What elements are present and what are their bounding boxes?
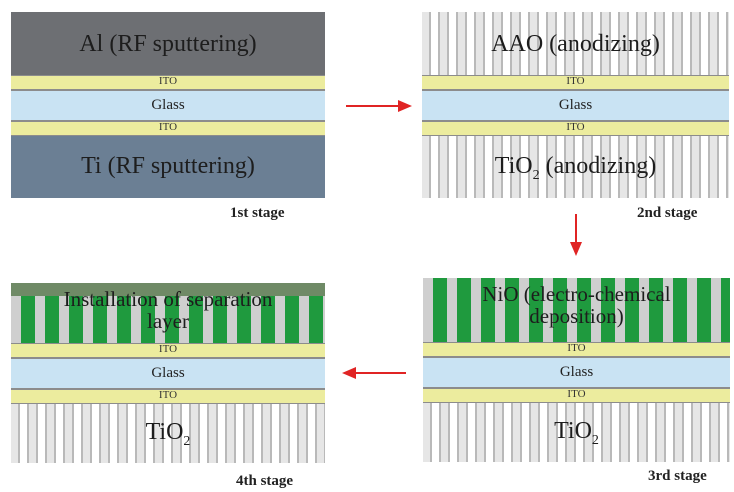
ito-top-layer: ITO: [11, 343, 325, 358]
stage3-panel: NiO (electro-chemical deposition) ITO Gl…: [423, 278, 730, 462]
tio2-layer: TiO2 (anodizing): [422, 136, 729, 198]
nio-layer-label: NiO (electro-chemical deposition): [423, 283, 730, 327]
glass-layer: Glass: [423, 357, 730, 388]
ito-top-layer: ITO: [422, 75, 729, 90]
aao-layer: AAO (anodizing): [422, 12, 729, 75]
ito-bottom-label: ITO: [158, 121, 178, 133]
stage1-caption: 1st stage: [230, 205, 285, 221]
stage3-caption: 3rd stage: [648, 468, 707, 484]
tio2-rest: (anodizing): [539, 153, 657, 179]
tio2-subscript: 2: [591, 432, 599, 448]
nio-label-line2: deposition): [529, 304, 624, 329]
ito-top-label: ITO: [566, 75, 585, 87]
separation-layer: Installation of separation layer: [11, 283, 325, 343]
tio2-layer-label: TiO2 (anodizing): [422, 154, 729, 183]
al-layer: Al (RF sputtering): [11, 12, 325, 75]
ito-top-label: ITO: [158, 343, 178, 355]
separation-cap: [11, 283, 325, 296]
tio2-layer-label: TiO2: [11, 420, 325, 449]
tio2-layer-label: TiO2: [423, 419, 730, 448]
arrow-left-icon: [342, 367, 406, 379]
tio2-main: TiO: [494, 153, 533, 179]
glass-label: Glass: [151, 97, 185, 113]
separation-layer-label: Installation of separation layer: [11, 288, 325, 332]
ito-top-label: ITO: [158, 75, 178, 87]
separation-label-line2: layer: [147, 309, 189, 334]
stage2-caption: 2nd stage: [637, 205, 698, 221]
stage1-panel: Al (RF sputtering) ITO Glass ITO Ti (RF …: [11, 12, 325, 198]
ito-bottom-layer: ITO: [423, 388, 730, 403]
glass-label: Glass: [559, 364, 594, 380]
nio-label-line1: NiO (electro-chemical: [482, 282, 671, 306]
stage4-panel: Installation of separation layer ITO Gla…: [11, 283, 325, 463]
glass-layer: Glass: [11, 358, 325, 389]
ito-top-layer: ITO: [423, 342, 730, 357]
arrow-right-icon: [346, 100, 412, 112]
ito-bottom-label: ITO: [567, 388, 586, 400]
stage2-panel: AAO (anodizing) ITO Glass ITO TiO2 (anod…: [422, 12, 729, 198]
tio2-main: TiO: [554, 418, 592, 444]
ti-layer: Ti (RF sputtering): [11, 136, 325, 198]
ito-bottom-label: ITO: [566, 121, 585, 133]
ito-bottom-layer: ITO: [11, 389, 325, 404]
ito-bottom-layer: ITO: [422, 121, 729, 136]
al-layer-label: Al (RF sputtering): [79, 31, 257, 57]
nio-layer: NiO (electro-chemical deposition): [423, 278, 730, 342]
ito-top-label: ITO: [567, 342, 586, 354]
tio2-layer: TiO2: [423, 403, 730, 462]
ito-top-layer: ITO: [11, 75, 325, 90]
aao-layer-label: AAO (anodizing): [491, 31, 660, 57]
glass-layer: Glass: [11, 90, 325, 121]
ti-layer-label: Ti (RF sputtering): [81, 153, 255, 179]
ito-bottom-label: ITO: [158, 389, 178, 401]
glass-label: Glass: [151, 365, 185, 381]
separation-label-line1: Installation of separation: [63, 287, 273, 311]
tio2-subscript: 2: [532, 167, 540, 183]
arrow-down-icon: [570, 214, 582, 256]
stage4-caption: 4th stage: [236, 473, 294, 489]
tio2-main: TiO: [145, 419, 184, 445]
ito-bottom-layer: ITO: [11, 121, 325, 136]
tio2-subscript: 2: [183, 433, 191, 449]
glass-layer: Glass: [422, 90, 729, 121]
glass-label: Glass: [558, 97, 593, 113]
tio2-layer: TiO2: [11, 404, 325, 463]
